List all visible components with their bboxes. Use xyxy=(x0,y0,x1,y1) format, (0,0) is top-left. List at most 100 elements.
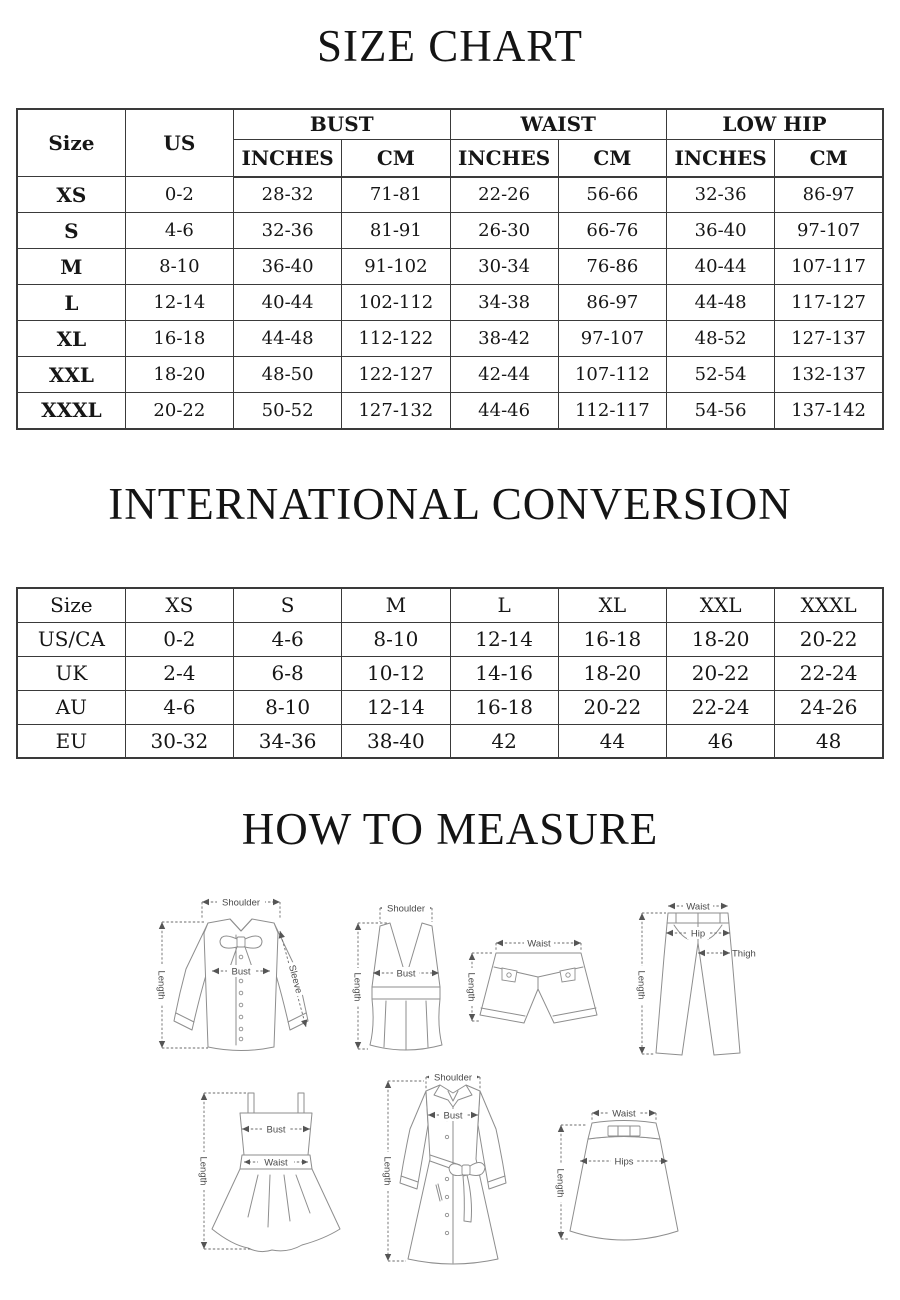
cell: 16-18 xyxy=(124,320,235,357)
label-bust: Bust xyxy=(443,1110,462,1121)
cell: 12-14 xyxy=(341,689,451,725)
cell: 54-56 xyxy=(665,392,776,429)
cell: 42-44 xyxy=(449,356,559,393)
shoulder-measure: Shoulder xyxy=(425,1070,481,1089)
table-row: M 8-10 36-40 91-102 30-34 76-86 40-44 10… xyxy=(16,248,884,285)
cell: 38-40 xyxy=(341,723,451,759)
cell: 22-24 xyxy=(774,655,884,691)
col-header-l: L xyxy=(449,587,559,623)
waist-measure: Waist xyxy=(244,1155,308,1168)
cell: 36-40 xyxy=(665,212,776,249)
label-thigh: Thigh xyxy=(732,948,756,959)
cell: 4-6 xyxy=(124,689,235,725)
cell: 8-10 xyxy=(341,621,451,657)
dress-outline xyxy=(211,1092,341,1252)
table-row: L 12-14 40-44 102-112 34-38 86-97 44-48 … xyxy=(16,284,884,321)
skirt-outline xyxy=(569,1119,679,1240)
cell: 132-137 xyxy=(774,356,884,393)
measure-diagram-dress: Bust Waist Length xyxy=(196,1081,356,1261)
bust-measure: Bust xyxy=(212,964,270,977)
col-header-hip-inches: INCHES xyxy=(665,139,776,178)
tank-top-drawing: Shoulder Length Bust xyxy=(352,901,443,1050)
cell: 8-10 xyxy=(124,248,235,285)
measure-diagram-pants: Waist Hip Thigh Length xyxy=(628,897,763,1062)
cell: 97-107 xyxy=(557,320,668,357)
cell: 52-54 xyxy=(665,356,776,393)
cell: 86-97 xyxy=(557,284,668,321)
bust-measure: Bust xyxy=(242,1122,310,1135)
label-waist: Waist xyxy=(686,901,710,912)
cell: 26-30 xyxy=(449,212,559,249)
cell: 117-127 xyxy=(774,284,884,321)
cell: 8-10 xyxy=(232,689,343,725)
cell: 40-44 xyxy=(665,248,776,285)
pants-drawing: Waist Hip Thigh Length xyxy=(636,899,756,1055)
size-label: S xyxy=(16,212,126,249)
col-header-xxxl: XXXL xyxy=(774,587,884,623)
col-header-m: M xyxy=(341,587,451,623)
cell: 34-38 xyxy=(449,284,559,321)
col-header-size: Size xyxy=(16,587,126,623)
length-measure: Length xyxy=(198,1092,252,1249)
col-header-low-hip: LOW HIP xyxy=(666,108,884,140)
label-bust: Bust xyxy=(231,966,250,977)
cell: 30-32 xyxy=(124,723,235,759)
size-chart-title: SIZE CHART xyxy=(316,21,584,71)
cell: 81-91 xyxy=(341,212,451,249)
cell: 0-2 xyxy=(124,621,235,657)
pants-outline xyxy=(655,912,741,1055)
length-measure: Length xyxy=(156,921,208,1048)
length-measure: Length xyxy=(555,1124,586,1239)
col-header-xs: XS xyxy=(124,587,235,623)
table-row: Size US BUST WAIST LOW HIP xyxy=(16,108,884,177)
cell: 20-22 xyxy=(665,655,776,691)
cell: 36-40 xyxy=(232,248,343,285)
table-row: Size XS S M L XL XXL XXXL xyxy=(16,587,884,623)
cell: 22-24 xyxy=(665,689,776,725)
size-chart-header: Size US BUST WAIST LOW HIP INCHES CM INC… xyxy=(16,108,884,178)
cell: 34-36 xyxy=(232,723,343,759)
length-measure: Length xyxy=(352,922,388,1049)
cell: 4-6 xyxy=(124,212,235,249)
blouse-drawing: Shoulder Length Bust xyxy=(156,895,309,1051)
cell: 4-6 xyxy=(232,621,343,657)
cell: 0-2 xyxy=(124,176,235,213)
table-row: UK 2-4 6-8 10-12 14-16 18-20 20-22 22-24 xyxy=(16,655,884,691)
cell: 42 xyxy=(449,723,559,759)
cell: 24-26 xyxy=(774,689,884,725)
cell: 71-81 xyxy=(341,176,451,213)
cell: 102-112 xyxy=(341,284,451,321)
cell: 28-32 xyxy=(232,176,343,213)
cell: 16-18 xyxy=(449,689,559,725)
label-bust: Bust xyxy=(266,1124,285,1135)
cell: 112-122 xyxy=(341,320,451,357)
length-measure: Length xyxy=(466,952,492,1021)
how-to-measure-title: HOW TO MEASURE xyxy=(241,804,659,854)
cell: 46 xyxy=(665,723,776,759)
cell: 48-52 xyxy=(665,320,776,357)
label-shoulder: Shoulder xyxy=(387,903,425,914)
col-header-s: S xyxy=(232,587,343,623)
cell: 97-107 xyxy=(774,212,884,249)
waist-measure: Waist xyxy=(495,936,582,951)
col-header-us: US xyxy=(124,108,235,177)
label-shoulder: Shoulder xyxy=(434,1072,472,1083)
bust-measure: Bust xyxy=(373,966,439,979)
col-header-waist-inches: INCHES xyxy=(449,139,559,178)
cell: 12-14 xyxy=(124,284,235,321)
cell: 38-42 xyxy=(449,320,559,357)
cell: 20-22 xyxy=(124,392,235,429)
measure-diagram-blouse: Shoulder Length Bust xyxy=(146,889,336,1064)
label-length: Length xyxy=(382,1156,393,1185)
size-label: XS xyxy=(16,176,126,213)
region-label: AU xyxy=(16,689,126,725)
label-hips: Hips xyxy=(614,1156,633,1167)
label-length: Length xyxy=(198,1156,209,1185)
table-row: AU 4-6 8-10 12-14 16-18 20-22 22-24 24-2… xyxy=(16,689,884,725)
measure-diagrams: Shoulder Length Bust xyxy=(0,869,900,1289)
table-row: XXL 18-20 48-50 122-127 42-44 107-112 52… xyxy=(16,356,884,393)
shorts-outline xyxy=(479,952,598,1023)
cell: 18-20 xyxy=(124,356,235,393)
cell: 18-20 xyxy=(665,621,776,657)
label-length: Length xyxy=(352,972,363,1001)
